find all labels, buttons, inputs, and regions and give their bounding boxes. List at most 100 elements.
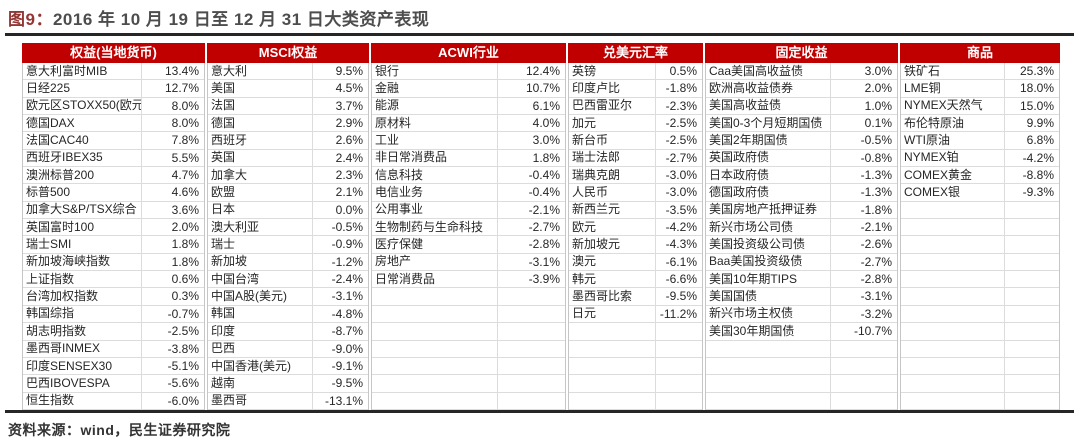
table-row: 非日常消费品 1.8%: [372, 149, 565, 168]
asset-value-cell: 1.8%: [140, 253, 204, 271]
asset-name-cell: 美国: [211, 81, 236, 96]
table-row: LME铜 18.0%: [901, 80, 1059, 98]
asset-name-cell: 韩元: [572, 271, 597, 286]
table-row: COMEX黄金 -8.8%: [901, 167, 1059, 185]
table-row: 能源 6.1%: [372, 97, 565, 116]
asset-value-cell: -5.6%: [140, 375, 204, 392]
table-row: 美国投资级公司债 -2.6%: [706, 236, 897, 254]
group-body: 意大利富时MIB 13.4% 日经225 12.7% 欧元区STOXX50(欧元) 8.0…: [22, 63, 205, 410]
table-row: 韩国综指 -0.7%: [23, 305, 204, 324]
table-row: 房地产 -3.1%: [372, 253, 565, 272]
asset-value-cell: [655, 323, 702, 340]
asset-value-cell: 2.1%: [312, 184, 368, 201]
table-row: [569, 357, 702, 376]
asset-value-cell: -9.1%: [312, 357, 368, 375]
asset-value-cell: 9.9%: [1003, 115, 1059, 132]
table-row: 英国政府债 -0.8%: [706, 149, 897, 168]
table-row: 越南 -9.5%: [208, 375, 368, 393]
asset-value-cell: [1003, 219, 1059, 236]
table-row: 人民币 -3.0%: [569, 184, 702, 202]
table-row: NYMEX天然气 15.0%: [901, 97, 1059, 116]
asset-name-cell: 瑞士SMI: [26, 237, 72, 252]
asset-value-cell: 7.8%: [140, 132, 204, 149]
group-header: MSCI权益: [207, 43, 369, 63]
asset-value-cell: -1.3%: [830, 184, 897, 201]
asset-name-cell: 美国高收益债: [709, 98, 782, 113]
asset-name-cell: 医疗保健: [375, 237, 424, 252]
asset-value-cell: [497, 375, 565, 392]
table-row: 德国DAX 8.0%: [23, 115, 204, 133]
asset-name-cell: 新兴市场公司债: [709, 219, 794, 234]
figure-title-text: 2016 年 10 月 19 日至 12 月 31 日大类资产表现: [52, 10, 430, 29]
asset-name-cell: 瑞典克朗: [572, 167, 621, 182]
asset-value-cell: [1003, 392, 1059, 409]
table-row: NYMEX铂 -4.2%: [901, 149, 1059, 168]
asset-value-cell: -4.8%: [312, 305, 368, 323]
asset-value-cell: -13.1%: [312, 392, 368, 409]
table-row: 美国30年期国债 -10.7%: [706, 323, 897, 341]
asset-name-cell: 墨西哥比索: [572, 289, 633, 304]
asset-name-cell: 日经225: [26, 81, 71, 96]
asset-name-cell: 信息科技: [375, 167, 424, 182]
asset-name-cell: 日常消费品: [375, 271, 436, 286]
asset-value-cell: -2.7%: [497, 219, 565, 236]
asset-value-cell: 2.0%: [830, 80, 897, 97]
asset-value-cell: [830, 340, 897, 357]
table-row: [901, 323, 1059, 341]
table-row: [706, 375, 897, 393]
asset-name-cell: 布伦特原油: [904, 115, 965, 130]
table-row: 美国2年期国债 -0.5%: [706, 132, 897, 150]
group-body: 意大利 9.5% 美国 4.5% 法国 3.7% 德国 2.9% 西班牙 2.6% 英国 2.4% 加拿…: [207, 63, 369, 410]
asset-name-cell: 印度SENSEX30: [26, 358, 113, 373]
asset-name-cell: 新加坡元: [572, 237, 621, 252]
table-row: 新台币 -2.5%: [569, 132, 702, 150]
asset-value-cell: 4.5%: [312, 80, 368, 97]
table-row: Caa美国高收益债 3.0%: [706, 63, 897, 81]
asset-value-cell: [830, 392, 897, 409]
table-row: 恒生指数 -6.0%: [23, 392, 204, 410]
asset-name-cell: 非日常消费品: [375, 150, 448, 165]
table-row: 新兴市场公司债 -2.1%: [706, 219, 897, 237]
table-row: [569, 323, 702, 341]
asset-value-cell: -3.9%: [497, 271, 565, 288]
asset-value-cell: -4.2%: [655, 219, 702, 236]
group-header: 权益(当地货币): [22, 43, 205, 63]
table-row: 瑞士 -0.9%: [208, 236, 368, 254]
asset-value-cell: [1003, 236, 1059, 253]
asset-name-cell: COMEX黄金: [904, 167, 973, 182]
asset-value-cell: -2.4%: [312, 271, 368, 288]
table-row: [901, 219, 1059, 237]
asset-name-cell: 英镑: [572, 63, 597, 78]
asset-value-cell: 12.4%: [497, 63, 565, 80]
asset-value-cell: 0.6%: [140, 271, 204, 288]
source-note: 资料来源：wind，民生证券研究院: [8, 421, 231, 438]
asset-value-cell: 3.0%: [497, 132, 565, 149]
table-row: 瑞士法郎 -2.7%: [569, 149, 702, 168]
table-row: 瑞士SMI 1.8%: [23, 236, 204, 254]
table-row: 印度SENSEX30 -5.1%: [23, 357, 204, 376]
asset-name-cell: Baa美国投资级债: [709, 254, 803, 269]
asset-name-cell: 墨西哥INMEX: [26, 341, 101, 356]
table-row: 韩元 -6.6%: [569, 271, 702, 289]
asset-value-cell: 8.0%: [140, 115, 204, 132]
asset-name-cell: 美国0-3个月短期国债: [709, 115, 823, 130]
asset-name-cell: 原材料: [375, 115, 412, 130]
asset-value-cell: -9.0%: [312, 340, 368, 357]
table-row: [901, 375, 1059, 393]
asset-name-cell: 意大利: [211, 63, 248, 78]
asset-value-cell: 1.8%: [140, 236, 204, 253]
asset-name-cell: 德国: [211, 115, 236, 130]
asset-name-cell: 澳洲标普200: [26, 167, 95, 182]
table-row: [706, 392, 897, 410]
table-row: 信息科技 -0.4%: [372, 167, 565, 185]
table-row: 美国0-3个月短期国债 0.1%: [706, 115, 897, 133]
table-row: 公用事业 -2.1%: [372, 201, 565, 220]
table-row: 墨西哥INMEX -3.8%: [23, 340, 204, 358]
table-row: 原材料 4.0%: [372, 115, 565, 133]
asset-value-cell: -3.5%: [655, 201, 702, 219]
asset-name-cell: 电信业务: [375, 185, 424, 200]
asset-group: ACWI行业 银行 12.4% 金融 10.7% 能源 6.1% 原材料 4.0% 工业 3.0% 非…: [371, 43, 566, 410]
asset-value-cell: [1003, 271, 1059, 288]
asset-group: MSCI权益 意大利 9.5% 美国 4.5% 法国 3.7% 德国 2.9% 西班牙 2.6% 英国…: [207, 43, 369, 410]
table-row: 铁矿石 25.3%: [901, 63, 1059, 81]
